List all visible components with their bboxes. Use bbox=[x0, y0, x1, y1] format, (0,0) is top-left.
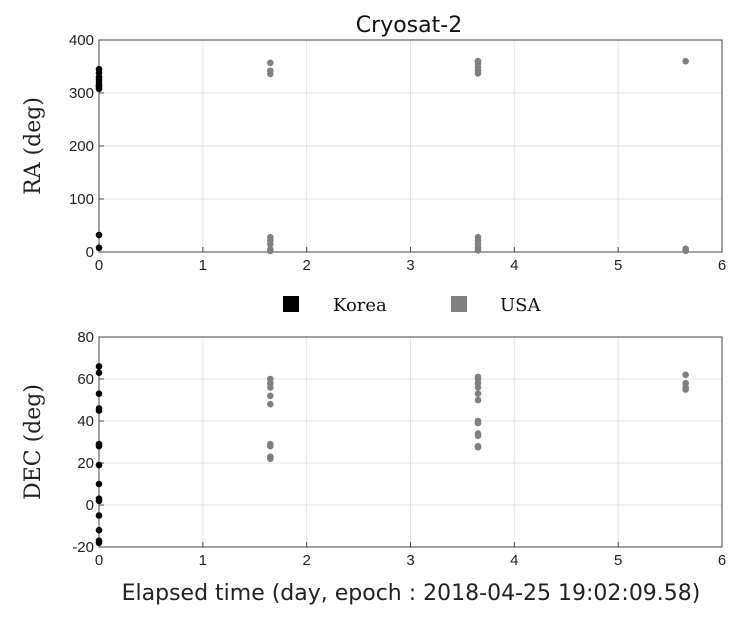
legend: Korea USA bbox=[283, 295, 542, 316]
y-tick-label: 200 bbox=[69, 138, 94, 155]
dec-point-usa bbox=[474, 390, 482, 398]
x-tick-label: 1 bbox=[199, 552, 207, 569]
ra-point-usa bbox=[267, 59, 274, 67]
y-tick-label: 100 bbox=[69, 191, 94, 208]
dec-point-korea bbox=[95, 539, 103, 547]
ra-point-usa bbox=[267, 240, 274, 248]
dec-point-usa bbox=[267, 384, 274, 391]
dec-point-korea bbox=[95, 461, 103, 469]
ra-point-korea bbox=[95, 85, 103, 93]
ra-point-usa bbox=[682, 57, 689, 65]
x-tick-label: 3 bbox=[406, 552, 414, 569]
dec-point-korea bbox=[95, 442, 103, 450]
ra-point-usa bbox=[474, 237, 482, 244]
legend-marker-usa bbox=[451, 296, 467, 312]
y-tick-label: 0 bbox=[86, 497, 94, 514]
dec-point-usa bbox=[267, 454, 274, 462]
y-axis-label: DEC (deg) bbox=[21, 384, 46, 500]
ra-point-usa bbox=[474, 70, 482, 77]
dec-point-usa bbox=[267, 442, 274, 450]
ra-point-korea bbox=[95, 244, 103, 252]
ra-point-usa bbox=[267, 247, 274, 255]
ra-point-usa bbox=[682, 247, 689, 254]
x-tick-label: 4 bbox=[510, 257, 518, 274]
dec-point-korea bbox=[95, 512, 103, 519]
x-tick-label: 5 bbox=[614, 552, 622, 569]
y-tick-label: 0 bbox=[86, 244, 94, 261]
x-tick-label: 0 bbox=[95, 257, 103, 274]
x-tick-label: 4 bbox=[510, 552, 518, 569]
chart-title: Cryosat-2 bbox=[356, 13, 462, 38]
dec-point-usa bbox=[682, 371, 689, 379]
y-tick-label: 20 bbox=[77, 455, 94, 472]
y-tick-label: 400 bbox=[69, 32, 94, 49]
ra-point-usa bbox=[267, 70, 274, 78]
dec-point-korea bbox=[95, 407, 103, 414]
y-tick-label: 60 bbox=[77, 371, 94, 388]
dec-point-usa bbox=[682, 386, 689, 393]
y-tick-label: 40 bbox=[77, 413, 94, 430]
ra-point-korea bbox=[95, 231, 103, 239]
dec-point-usa bbox=[474, 384, 482, 391]
dec-point-korea bbox=[95, 390, 103, 398]
x-tick-label: 6 bbox=[718, 552, 726, 569]
y-axis-label: RA (deg) bbox=[21, 97, 46, 195]
dec-point-korea bbox=[95, 480, 103, 488]
y-tick-label: -20 bbox=[72, 539, 94, 556]
y-tick-label: 80 bbox=[77, 329, 94, 346]
x-tick-label: 6 bbox=[718, 257, 726, 274]
dec-point-usa bbox=[474, 443, 482, 451]
dec-point-usa bbox=[267, 392, 274, 400]
dec-point-korea bbox=[95, 363, 103, 370]
dec-point-usa bbox=[267, 400, 274, 408]
ra-point-usa bbox=[474, 247, 482, 254]
dec-point-korea bbox=[95, 526, 103, 534]
x-tick-label: 0 bbox=[95, 552, 103, 569]
legend-label-usa: USA bbox=[500, 295, 542, 316]
x-tick-label: 2 bbox=[302, 257, 310, 274]
plot-frame bbox=[98, 39, 723, 253]
legend-marker-korea bbox=[283, 296, 299, 312]
dec-point-korea bbox=[95, 497, 103, 505]
dec-point-usa bbox=[474, 432, 482, 440]
ra-point-usa bbox=[474, 57, 482, 65]
x-tick-label: 5 bbox=[614, 257, 622, 274]
y-tick-label: 300 bbox=[69, 85, 94, 102]
x-tick-label: 3 bbox=[406, 257, 414, 274]
x-tick-label: 1 bbox=[199, 257, 207, 274]
ra-plot: 0 1 2 3 4 5 6 0 100 200 300 400 RA (deg) bbox=[21, 32, 726, 274]
dec-point-usa bbox=[474, 396, 482, 404]
x-axis-label: Elapsed time (day, epoch : 2018-04-25 19… bbox=[122, 581, 701, 606]
dec-point-korea bbox=[95, 369, 103, 377]
legend-label-korea: Korea bbox=[333, 295, 387, 316]
x-tick-label: 2 bbox=[302, 552, 310, 569]
dec-point-usa bbox=[474, 419, 482, 427]
